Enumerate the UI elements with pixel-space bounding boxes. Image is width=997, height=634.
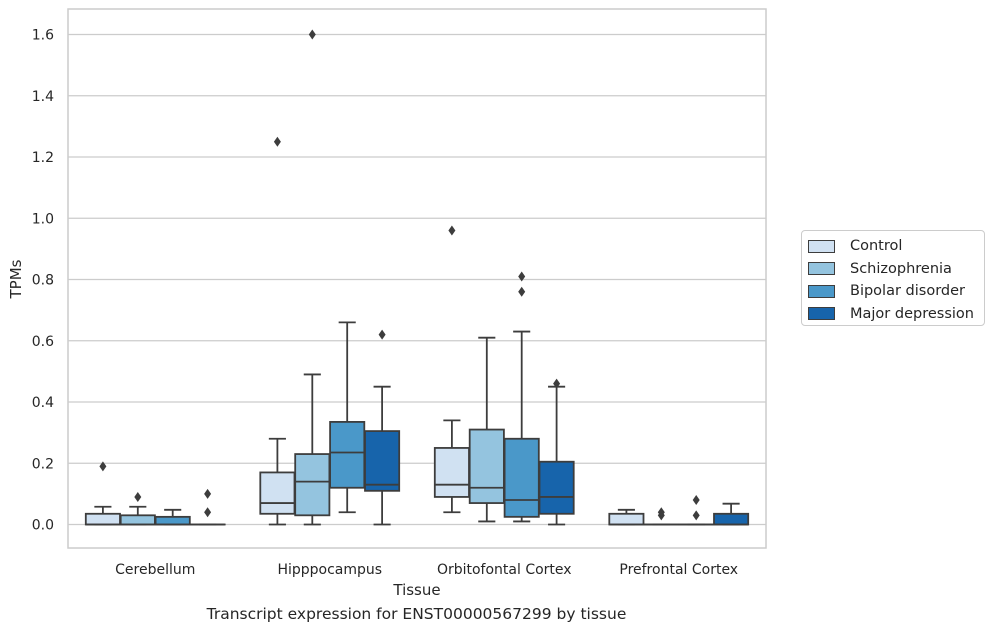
box-iqr: [433, 447, 470, 498]
outlier-point: [448, 225, 456, 236]
legend-swatch-control: [808, 239, 835, 253]
x-tick-label: Hipppocampus: [277, 562, 382, 578]
outlier-point: [204, 488, 212, 499]
y-tick-label: 0.8: [32, 273, 54, 289]
outlier-point: [273, 136, 281, 147]
legend-label-bipolar-disorder: Bipolar disorder: [850, 283, 965, 300]
legend-item-major-depression: Major depression: [808, 303, 984, 326]
box-iqr: [364, 430, 401, 492]
box-iqr: [503, 437, 540, 518]
chart-caption: Transcript expression for ENST0000056729…: [206, 605, 627, 623]
x-tick-label: Prefrontal Cortex: [619, 562, 738, 578]
box-group: [643, 507, 680, 526]
outlier-point: [204, 507, 212, 518]
box-group: [329, 321, 366, 514]
series-schizophrenia: [119, 29, 680, 526]
box-group: [468, 336, 505, 523]
grid-lines: [68, 33, 766, 526]
legend-item-control: Control: [808, 235, 984, 258]
outlier-point: [99, 461, 107, 472]
y-axis-title: TPMs: [7, 259, 25, 299]
y-tick-labels: 0.0 0.2 0.4 0.6 0.8 1.0 1.2 1.4 1.6: [32, 28, 54, 534]
x-axis-title: Tissue: [392, 581, 440, 599]
outlier-point: [553, 378, 561, 389]
box-group: [294, 29, 331, 526]
box-iqr: [608, 512, 645, 526]
outlier-point: [657, 507, 665, 518]
outlier-point: [308, 29, 316, 40]
legend: Control Schizophrenia Bipolar disorder M…: [801, 230, 985, 326]
box-group: [503, 271, 540, 523]
box-group: [713, 502, 750, 526]
y-tick-label: 1.4: [32, 89, 54, 105]
box-iqr: [154, 515, 191, 526]
legend-swatch-major-depression: [808, 307, 835, 321]
x-tick-labels: Cerebellum Hipppocampus Orbitofontal Corte…: [115, 562, 738, 578]
outlier-point: [518, 271, 526, 282]
x-tick-label: Orbitofontal Cortex: [437, 562, 572, 578]
legend-label-schizophrenia: Schizophrenia: [850, 260, 952, 277]
outlier-point: [378, 329, 386, 340]
box-group: [538, 378, 575, 526]
box-iqr: [468, 428, 505, 504]
legend-item-bipolar-disorder: Bipolar disorder: [808, 280, 984, 303]
box-group: [364, 329, 401, 526]
y-tick-label: 1.6: [32, 28, 54, 44]
outlier-point: [518, 286, 526, 297]
box-group: [433, 225, 470, 514]
box-iqr: [84, 512, 121, 526]
box-group: [119, 491, 156, 526]
legend-item-schizophrenia: Schizophrenia: [808, 258, 984, 281]
plot-frame: [67, 8, 767, 549]
y-tick-label: 1.0: [32, 211, 54, 227]
box-group: [84, 461, 121, 526]
box-series: [84, 29, 750, 526]
legend-label-control: Control: [850, 238, 903, 255]
box-iqr: [538, 460, 575, 515]
box-group: [678, 495, 715, 526]
legend-swatch-schizophrenia: [808, 262, 835, 276]
outlier-point: [692, 510, 700, 521]
series-major-depression: [189, 329, 750, 526]
x-tick-label: Cerebellum: [115, 562, 195, 578]
y-tick-label: 0.4: [32, 395, 54, 411]
box-group: [259, 136, 296, 526]
series-bipolar-disorder: [154, 271, 715, 526]
outlier-point: [134, 491, 142, 502]
y-tick-label: 1.2: [32, 150, 54, 166]
outlier-point: [692, 495, 700, 505]
box-group: [154, 508, 191, 526]
box-group: [608, 508, 645, 526]
box-iqr: [259, 471, 296, 515]
box-iqr: [294, 453, 331, 517]
box-group: [189, 488, 226, 526]
legend-swatch-bipolar-disorder: [808, 284, 835, 298]
y-tick-label: 0.0: [32, 518, 54, 534]
y-tick-label: 0.2: [32, 456, 54, 472]
box-iqr: [713, 512, 750, 526]
legend-label-major-depression: Major depression: [850, 305, 974, 322]
box-iqr: [329, 421, 366, 489]
y-tick-label: 0.6: [32, 334, 54, 350]
box-iqr: [119, 514, 156, 526]
